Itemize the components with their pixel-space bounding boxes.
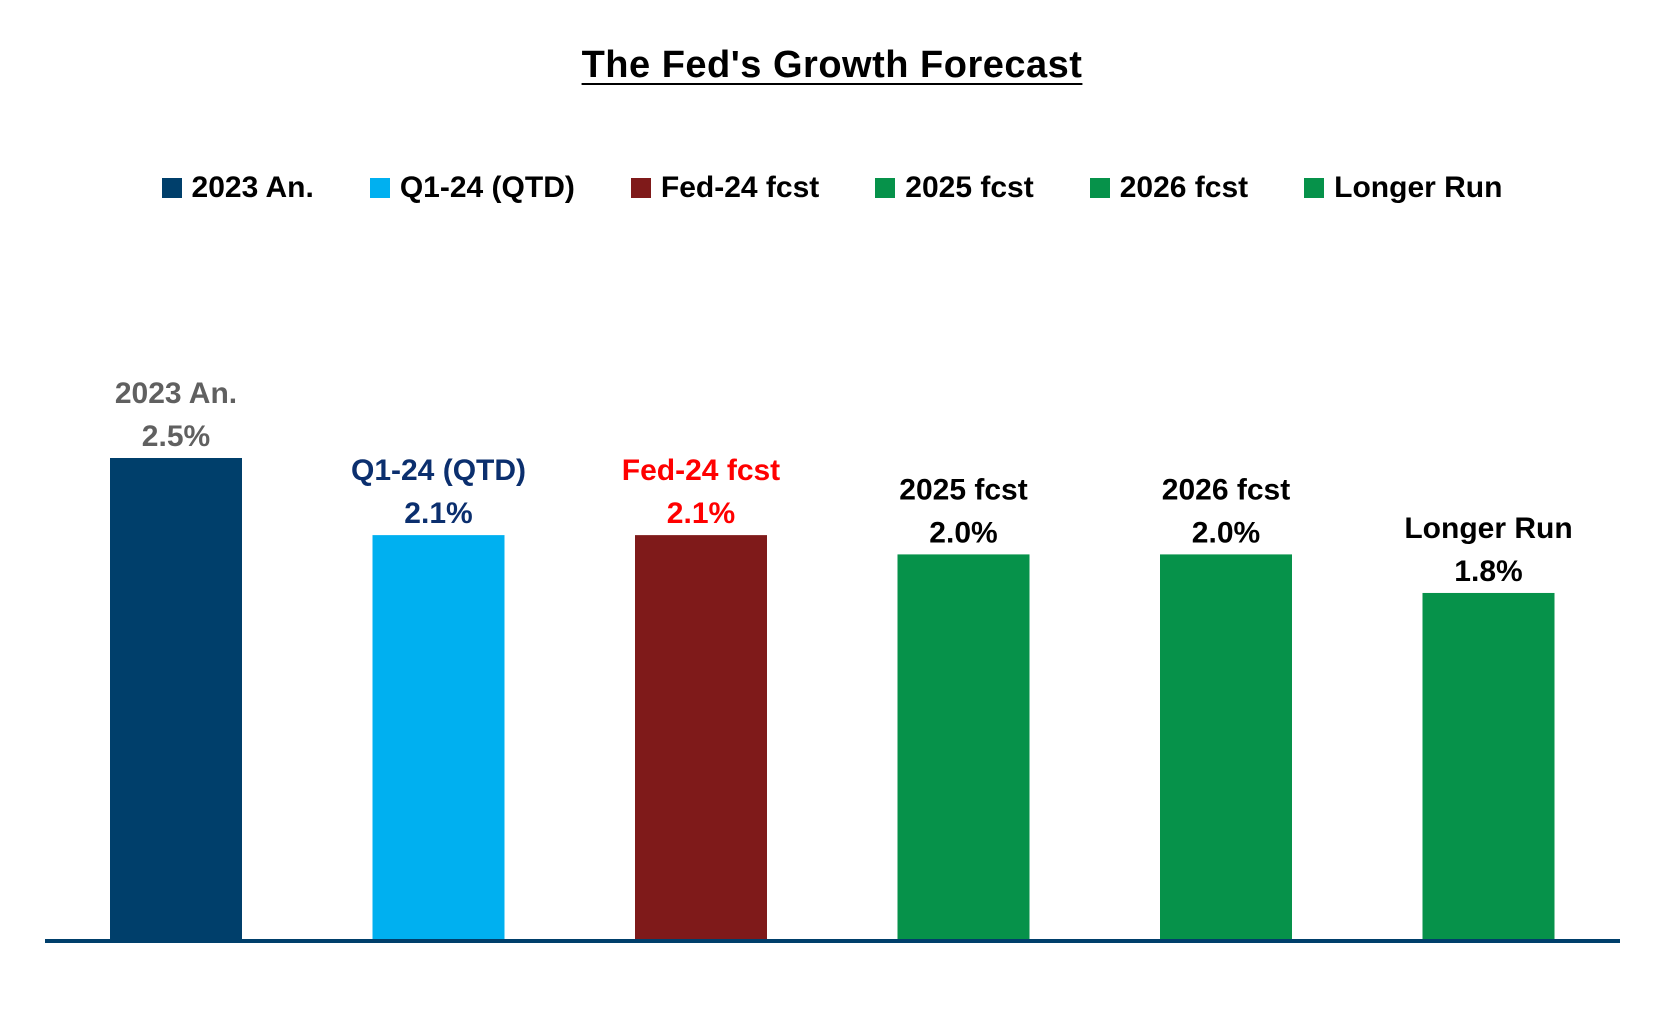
bar-category-label: 2026 fcst	[1162, 473, 1290, 506]
legend-label: Longer Run	[1334, 171, 1503, 204]
bar	[635, 535, 767, 940]
bar-value-label: 2.0%	[929, 516, 997, 549]
legend-swatch	[1089, 178, 1110, 198]
chart-title: The Fed's Growth Forecast	[0, 44, 1664, 87]
chart-legend: 2023 An. Q1-24 (QTD) Fed-24 fcst 2025 fcst 2…	[0, 168, 1664, 208]
legend-item: Fed-24 fcst	[630, 171, 820, 205]
bar-category-label: 2023 An.	[115, 377, 237, 410]
legend-item: Q1-24 (QTD)	[369, 171, 575, 205]
legend-swatch	[875, 178, 896, 198]
chart-title-text: The Fed's Growth Forecast	[581, 44, 1083, 86]
legend-swatch	[630, 178, 651, 198]
bar-value-label: 2.1%	[667, 497, 735, 530]
legend-label: 2026 fcst	[1119, 171, 1249, 204]
bar-value-label: 2.1%	[404, 497, 472, 530]
legend-swatch	[1304, 178, 1325, 198]
legend-swatch	[369, 178, 390, 198]
legend-label: 2025 fcst	[905, 171, 1034, 204]
bar-category-label: 2025 fcst	[899, 473, 1027, 506]
bar	[897, 554, 1030, 940]
legend-item: 2023 An.	[161, 171, 314, 205]
bar	[1160, 554, 1292, 940]
legend-item: Longer Run	[1304, 171, 1502, 205]
bar-category-label: Longer Run	[1404, 512, 1572, 545]
legend-label: 2023 An.	[191, 171, 314, 204]
legend-item: 2025 fcst	[875, 171, 1034, 205]
legend-swatch	[161, 178, 182, 198]
bar-category-label: Fed-24 fcst	[622, 454, 780, 487]
legend-item: 2026 fcst	[1089, 171, 1249, 205]
bar-category-label: Q1-24 (QTD)	[351, 454, 526, 487]
bar-value-label: 2.0%	[1192, 516, 1260, 549]
bar-value-label: 2.5%	[142, 420, 210, 453]
legend-label: Q1-24 (QTD)	[399, 171, 575, 204]
bar-value-label: 1.8%	[1454, 555, 1522, 588]
bar	[1422, 592, 1555, 940]
bar	[372, 535, 505, 940]
bar	[110, 458, 242, 940]
legend-label: Fed-24 fcst	[660, 171, 820, 204]
